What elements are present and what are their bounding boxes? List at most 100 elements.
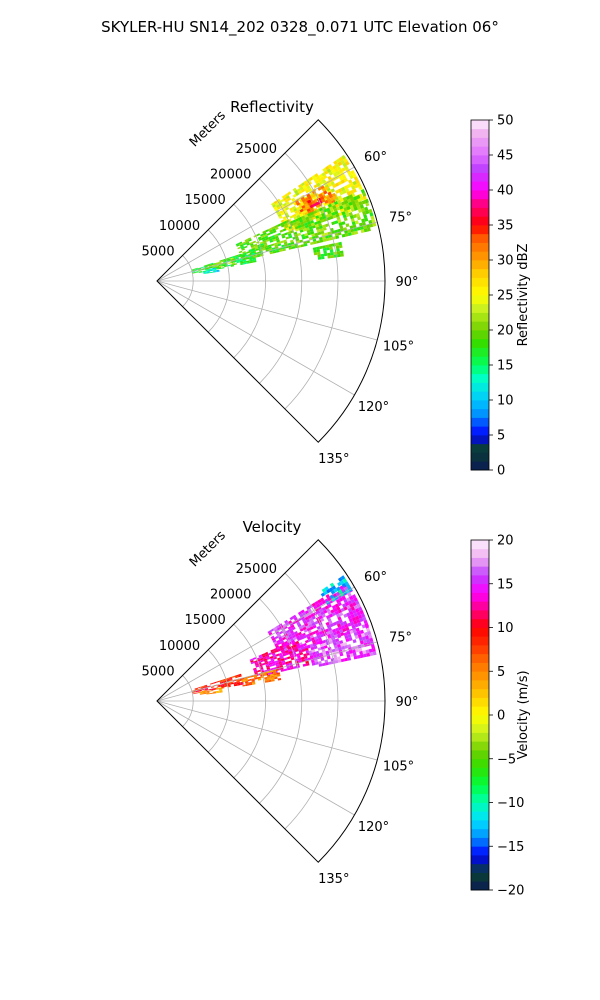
velocity-echo-cell: [322, 651, 327, 655]
reflectivity-echo-cell: [335, 242, 339, 246]
reflectivity-echo-cell: [302, 217, 307, 222]
reflectivity-echo-cell: [212, 270, 217, 272]
reflectivity-echo-cell: [275, 235, 279, 239]
velocity-echo-cell: [251, 678, 255, 681]
velocity-range-tick-label: 10000: [159, 639, 200, 654]
velocity-echo-cell: [211, 686, 215, 688]
reflectivity-echo-cell: [312, 203, 317, 207]
reflectivity-echo-cell: [240, 245, 244, 249]
velocity-echo-cell: [222, 678, 226, 681]
velocity-echo-cell: [340, 632, 345, 637]
velocity-echo-cell: [332, 621, 337, 626]
velocity-echo-cell: [204, 687, 208, 690]
velocity-echo-cell: [277, 659, 282, 663]
reflectivity-echo-cell: [212, 268, 216, 270]
velocity-echo-cell: [325, 662, 329, 666]
reflectivity-echo-cell: [292, 205, 297, 210]
reflectivity-echo-cell: [292, 219, 297, 223]
reflectivity-echo-cell: [287, 191, 292, 196]
velocity-echo-cell: [211, 689, 215, 691]
reflectivity-echo-cell: [269, 229, 273, 233]
velocity-echo-cell: [270, 628, 275, 632]
velocity-echo-cell: [293, 666, 297, 669]
velocity-echo-cell: [204, 688, 209, 691]
reflectivity-echo-cell: [329, 166, 334, 172]
velocity-echo-cell: [206, 693, 210, 695]
reflectivity-echo-cell: [341, 154, 346, 160]
velocity-colorbar-tick-label: −20: [497, 884, 524, 899]
reflectivity-echo-cell: [330, 202, 336, 207]
velocity-echo-cell: [271, 679, 275, 682]
reflectivity-echo-cell: [195, 271, 199, 273]
reflectivity-echo-cell: [362, 225, 367, 230]
velocity-echo-cell: [280, 656, 284, 660]
reflectivity-echo-cell: [262, 230, 266, 234]
velocity-echo-cell: [328, 661, 332, 665]
reflectivity-echo-cell: [293, 216, 298, 220]
velocity-echo-cell: [201, 688, 205, 691]
reflectivity-echo-cell: [237, 246, 241, 250]
velocity-echo-cell: [280, 647, 284, 651]
reflectivity-echo-cell: [220, 263, 224, 266]
velocity-echo-cell: [303, 614, 308, 619]
velocity-echo-cell: [313, 636, 318, 640]
reflectivity-echo-cell: [301, 215, 306, 220]
velocity-echo-cell: [366, 638, 371, 643]
velocity-echo-cell: [313, 645, 318, 650]
velocity-echo-cell: [304, 639, 309, 644]
reflectivity-range-tick-label: 5000: [142, 244, 175, 259]
velocity-echo-cell: [302, 611, 307, 616]
velocity-echo-cell: [325, 621, 330, 626]
velocity-colorbar-tick-label: 0: [497, 709, 505, 724]
velocity-echo-cell: [334, 659, 339, 664]
reflectivity-echo-cell: [206, 270, 210, 272]
reflectivity-colorbar-swatch: [471, 207, 489, 217]
reflectivity-colorbar-swatch: [471, 338, 489, 348]
reflectivity-echo-cell: [357, 216, 362, 221]
reflectivity-echo-cell: [351, 231, 355, 236]
reflectivity-echo-cell: [322, 245, 326, 249]
reflectivity-echo-cell: [248, 249, 253, 252]
reflectivity-echo-cell: [318, 222, 322, 227]
velocity-echo-cell: [318, 608, 324, 613]
reflectivity-echo-cell: [341, 201, 346, 206]
reflectivity-echo-cell: [330, 188, 335, 193]
velocity-echo-cell: [366, 627, 371, 632]
velocity-echo-cell: [292, 634, 296, 639]
velocity-echo-cell: [344, 635, 349, 640]
velocity-echo-cell: [237, 673, 242, 676]
velocity-echo-cell: [325, 650, 330, 655]
velocity-sector-frame: [156, 539, 386, 863]
reflectivity-echo-cell: [301, 236, 306, 240]
velocity-echo-cell: [216, 680, 220, 683]
reflectivity-echo-cell: [215, 263, 219, 266]
reflectivity-echo-cell: [300, 182, 305, 187]
velocity-echo-cell: [199, 691, 203, 693]
reflectivity-echo-cell: [303, 243, 308, 247]
reflectivity-colorbar-swatch: [471, 268, 489, 278]
reflectivity-echo-cell: [191, 268, 195, 271]
velocity-colorbar-swatch: [471, 837, 489, 847]
reflectivity-echo-cell: [345, 160, 350, 166]
velocity-echo-cell: [311, 631, 316, 635]
reflectivity-echo-cell: [249, 259, 253, 262]
velocity-colorbar-swatch: [471, 750, 489, 760]
velocity-echo-cell: [206, 691, 210, 693]
reflectivity-echo-cell: [237, 253, 242, 256]
reflectivity-echo-cell: [338, 241, 342, 246]
reflectivity-echo-cell: [335, 213, 340, 218]
reflectivity-echo-cell: [223, 263, 227, 265]
reflectivity-echo-cell: [336, 199, 342, 204]
velocity-echo-cell: [353, 620, 358, 625]
velocity-echo-cell: [219, 691, 223, 693]
reflectivity-echo-cell: [299, 186, 304, 191]
reflectivity-echo-cell: [327, 198, 332, 203]
velocity-echo-cell: [314, 607, 319, 612]
reflectivity-echo-cell: [203, 270, 207, 272]
velocity-echo-cell: [359, 640, 364, 645]
reflectivity-colorbar: 0 5 10 15 20 25 30 35 40 45 50 Reflectivity dBZ: [470, 114, 531, 479]
reflectivity-colorbar-swatch: [471, 225, 489, 235]
reflectivity-echo-cell: [306, 229, 311, 233]
velocity-echo-cell: [331, 585, 337, 590]
velocity-echo-cell: [314, 629, 319, 634]
